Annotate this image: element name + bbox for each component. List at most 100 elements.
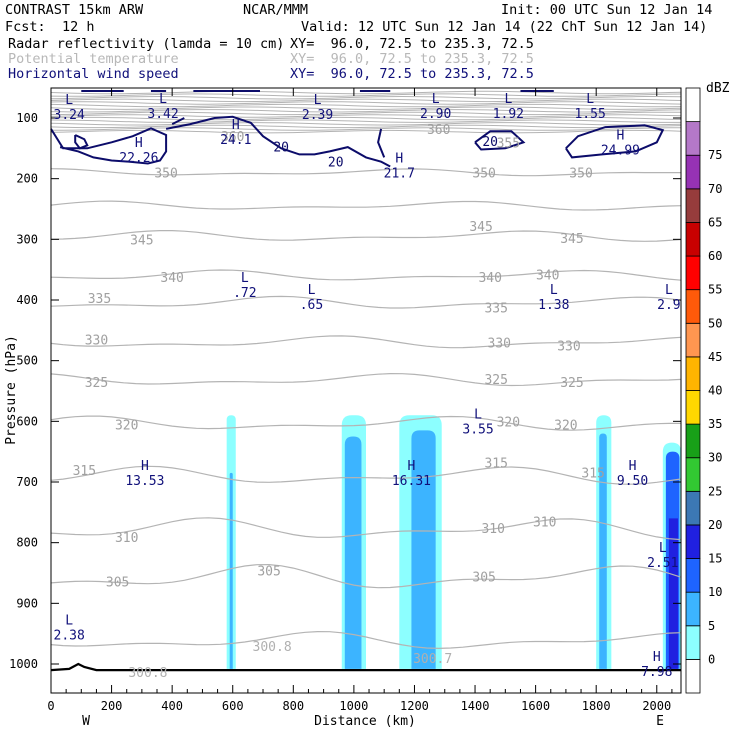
- field-theta-name: Potential temperature: [8, 51, 179, 67]
- wind-contour-label: 20: [482, 135, 498, 150]
- wind-extreme-value: 3.55: [462, 422, 493, 437]
- x-tick-label: 200: [101, 699, 123, 713]
- theta-label: 330: [85, 333, 108, 348]
- colorbar-swatch: [685, 625, 701, 660]
- theta-contour: [50, 90, 682, 95]
- wind-extreme-value: 2.38: [54, 629, 85, 644]
- wind-extreme-marker: L: [314, 93, 322, 108]
- wind-extreme-marker: L: [586, 92, 594, 107]
- theta-label: 310: [115, 531, 138, 546]
- x-tick-label: 800: [282, 699, 304, 713]
- theta-label: 350: [154, 167, 177, 182]
- theta-label: 360: [221, 130, 244, 145]
- theta-label: 335: [484, 301, 507, 316]
- surface-theta-label: 300.8: [128, 666, 167, 681]
- wind-extreme-value: 1.55: [574, 107, 605, 122]
- x-tick-label: 0: [47, 699, 54, 713]
- colorbar-unit: dBZ: [706, 81, 730, 96]
- surface-theta-label: 300.8: [253, 640, 292, 655]
- x-end-right-label: E: [656, 714, 664, 729]
- y-tick-label: 200: [16, 172, 38, 186]
- y-tick-label: 500: [16, 354, 38, 368]
- reflectivity-core: [344, 436, 362, 669]
- theta-contour: [50, 122, 682, 126]
- reflectivity-shading: [226, 415, 681, 669]
- colorbar-tick-label: 35: [708, 417, 722, 431]
- theta-label: 305: [106, 575, 129, 590]
- colorbar-swatch: [685, 457, 701, 492]
- theta-contour: [50, 98, 682, 103]
- wind-extreme-marker: L: [241, 271, 249, 286]
- wind-extreme-value: 3.42: [147, 107, 178, 122]
- theta-contour: [50, 200, 682, 211]
- colorbar-swatch: [685, 154, 701, 190]
- wind-extreme-value: 22.26: [119, 151, 158, 166]
- colorbar-swatch: [685, 322, 701, 358]
- wind-contour: [74, 134, 89, 150]
- wind-extreme-value: 7.98: [641, 665, 672, 680]
- y-tick-label: 100: [16, 111, 38, 125]
- wind-extreme-marker: H: [629, 459, 637, 474]
- field-reflectivity-name: Radar reflectivity (lamda = 10 cm): [8, 36, 285, 52]
- colorbar-tick-label: 15: [708, 552, 722, 566]
- theta-label: 350: [569, 167, 592, 182]
- theta-label: 305: [472, 571, 495, 586]
- wind-extreme-value: 2.90: [420, 107, 451, 122]
- colorbar-tick-label: 60: [708, 249, 722, 263]
- colorbar-swatch: [685, 87, 701, 123]
- wind-extreme-value: 24.99: [601, 143, 640, 158]
- colorbar-tick-label: 30: [708, 451, 722, 465]
- colorbar-swatch: [685, 255, 701, 291]
- colorbar-swatch: [685, 490, 701, 526]
- field-wind-name: Horizontal wind speed: [8, 66, 179, 82]
- theta-contour: [50, 116, 682, 121]
- wind-extreme-value: 13.53: [125, 474, 164, 489]
- colorbar-swatch: [685, 222, 701, 257]
- y-tick-label: 800: [16, 536, 38, 550]
- y-tick-label: 600: [16, 414, 38, 428]
- wind-extreme-value: 1.38: [538, 298, 569, 313]
- wind-contour: [171, 117, 185, 125]
- reflectivity-core-strong: [668, 518, 678, 669]
- surface-theta-label: 300.7: [413, 652, 452, 667]
- theta-contour: [50, 372, 682, 387]
- y-tick-label: 700: [16, 475, 38, 489]
- colorbar-swatch: [685, 390, 701, 425]
- colorbar-tick-label: 50: [708, 316, 722, 330]
- x-axis-title: Distance (km): [314, 714, 416, 729]
- colorbar-tick-label: 0: [708, 652, 715, 666]
- theta-contour: [50, 415, 681, 431]
- wind-extreme-marker: H: [395, 151, 403, 166]
- theta-label: 325: [560, 376, 583, 391]
- theta-label: 340: [478, 271, 501, 286]
- wind-extreme-value: 1.92: [493, 107, 524, 122]
- theta-label: 360: [427, 123, 450, 138]
- theta-label: 345: [469, 220, 492, 235]
- terrain-line: [50, 662, 681, 672]
- wind-extreme-marker: L: [474, 407, 482, 422]
- colorbar-swatch: [685, 658, 701, 694]
- wind-extreme-value: .65: [300, 298, 323, 313]
- theta-contour: [50, 230, 682, 242]
- wind-extreme-marker: H: [617, 128, 625, 143]
- wind-extreme-marker: H: [408, 459, 416, 474]
- plot-border: [50, 87, 682, 694]
- wind-extreme-marker: L: [65, 93, 73, 108]
- theta-label: 305: [257, 565, 280, 580]
- theta-contour: [50, 168, 681, 177]
- wind-extreme-value: 9.50: [617, 474, 648, 489]
- theta-label: 310: [481, 522, 504, 537]
- theta-contour: [50, 295, 682, 309]
- theta-contour: [51, 127, 681, 131]
- colorbar-tick-label: 40: [708, 384, 722, 398]
- x-tick-label: 400: [161, 699, 183, 713]
- wind-extreme-marker: L: [550, 283, 558, 298]
- theta-label: 310: [533, 515, 556, 530]
- field-theta-xy: XY= 96.0, 72.5 to 235.3, 72.5: [290, 51, 534, 67]
- wind-extreme-marker: L: [665, 283, 673, 298]
- theta-label: 350: [472, 167, 495, 182]
- colorbar-tick-label: 45: [708, 350, 722, 364]
- theta-label: 315: [73, 464, 96, 479]
- wind-extreme-marker: H: [653, 650, 661, 665]
- wind-extreme-value: 24.1: [220, 133, 251, 148]
